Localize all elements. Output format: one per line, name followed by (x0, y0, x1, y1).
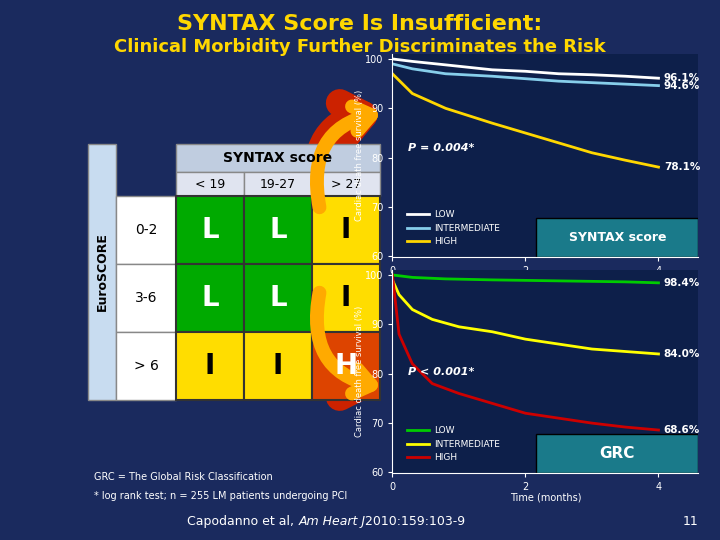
Text: I: I (341, 284, 351, 312)
Text: I: I (273, 352, 283, 380)
Text: 3-6: 3-6 (135, 291, 157, 305)
Bar (244, 172, 312, 196)
Text: I: I (341, 216, 351, 244)
Bar (88, 144, 116, 400)
Text: 2010:159:103-9: 2010:159:103-9 (361, 515, 466, 528)
FancyArrowPatch shape (317, 293, 371, 394)
Text: EuroSCORE: EuroSCORE (96, 233, 109, 312)
Text: 94.6%: 94.6% (664, 80, 700, 91)
Bar (312, 332, 380, 400)
Legend: LOW, INTERMEDIATE, HIGH: LOW, INTERMEDIATE, HIGH (403, 207, 503, 250)
Text: L: L (201, 216, 219, 244)
Text: 68.6%: 68.6% (664, 425, 700, 435)
Text: SYNTAX score: SYNTAX score (223, 151, 333, 165)
Text: GRC: GRC (600, 446, 635, 461)
Bar (244, 332, 312, 400)
FancyArrowPatch shape (317, 293, 364, 397)
Text: P = 0.004*: P = 0.004* (408, 143, 474, 153)
Bar (176, 196, 244, 264)
Text: Clinical Morbidity Further Discriminates the Risk: Clinical Morbidity Further Discriminates… (114, 38, 606, 56)
FancyArrowPatch shape (317, 106, 371, 207)
Bar (176, 144, 380, 172)
Y-axis label: Cardiac death free survival (%): Cardiac death free survival (%) (355, 306, 364, 437)
X-axis label: Time (months): Time (months) (510, 493, 581, 503)
Text: 19-27: 19-27 (260, 178, 296, 191)
Text: > 27: > 27 (330, 178, 361, 191)
Bar (116, 196, 176, 264)
Text: SYNTAX score: SYNTAX score (569, 231, 666, 244)
X-axis label: Time (months): Time (months) (510, 277, 581, 287)
Text: 98.4%: 98.4% (664, 278, 700, 288)
Text: < 19: < 19 (195, 178, 225, 191)
Text: * log rank test; n = 255 LM patients undergoing PCI: * log rank test; n = 255 LM patients und… (94, 491, 347, 501)
Bar (312, 264, 380, 332)
Bar (312, 196, 380, 264)
Legend: LOW, INTERMEDIATE, HIGH: LOW, INTERMEDIATE, HIGH (403, 423, 503, 466)
Text: L: L (269, 284, 287, 312)
Bar (116, 264, 176, 332)
Bar (176, 172, 244, 196)
Text: 96.1%: 96.1% (664, 73, 700, 83)
Text: L: L (269, 216, 287, 244)
Text: Capodanno et al,: Capodanno et al, (187, 515, 298, 528)
Text: 84.0%: 84.0% (664, 349, 700, 359)
Text: I: I (205, 352, 215, 380)
Text: L: L (201, 284, 219, 312)
Y-axis label: Cardiac death free survival (%): Cardiac death free survival (%) (355, 90, 364, 221)
FancyBboxPatch shape (536, 218, 698, 256)
FancyArrowPatch shape (317, 103, 364, 207)
FancyBboxPatch shape (536, 434, 698, 472)
Text: 0-2: 0-2 (135, 223, 157, 237)
Bar (244, 264, 312, 332)
Text: P < 0.001*: P < 0.001* (408, 367, 474, 377)
Text: > 6: > 6 (134, 359, 158, 373)
Text: 78.1%: 78.1% (664, 162, 700, 172)
Text: Am Heart J: Am Heart J (299, 515, 366, 528)
Bar (176, 332, 244, 400)
Text: H: H (334, 352, 358, 380)
Bar (176, 264, 244, 332)
Bar (312, 172, 380, 196)
Text: GRC = The Global Risk Classification: GRC = The Global Risk Classification (94, 471, 272, 482)
Text: 11: 11 (683, 515, 698, 528)
Bar (116, 332, 176, 400)
Bar (244, 196, 312, 264)
Text: SYNTAX Score Is Insufficient:: SYNTAX Score Is Insufficient: (177, 14, 543, 33)
